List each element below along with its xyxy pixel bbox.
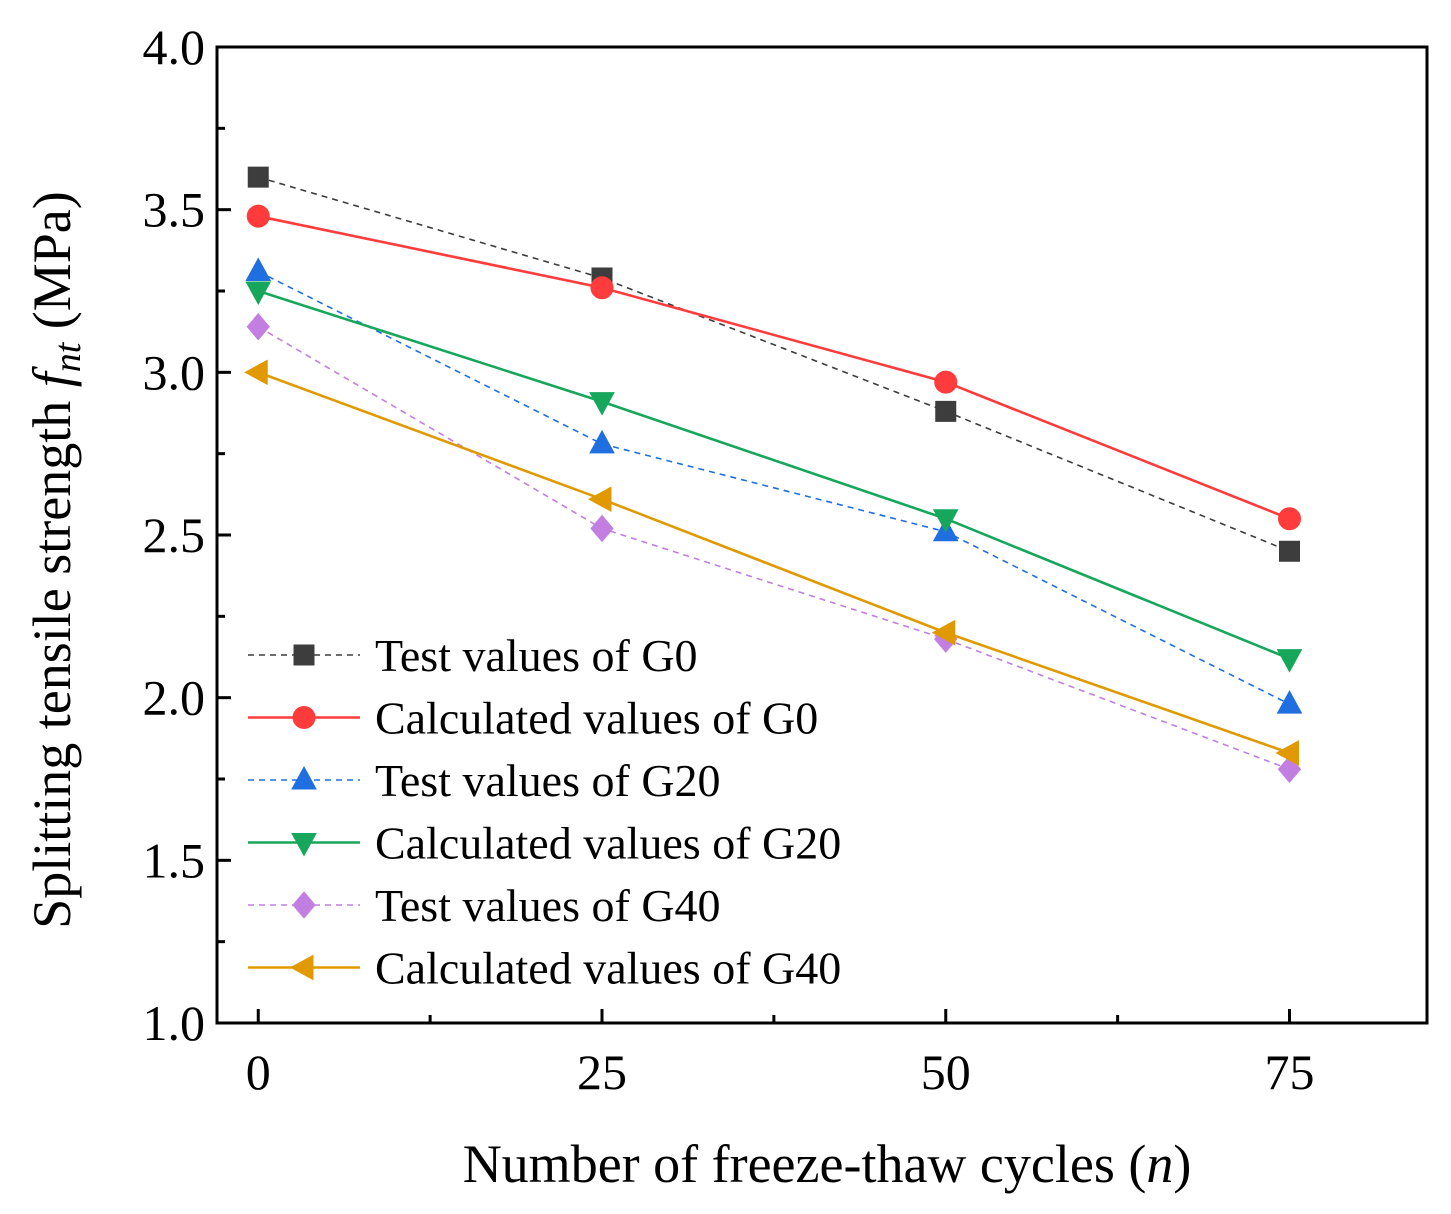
legend-swatch-marker [293, 644, 315, 666]
y-tick-label: 1.5 [143, 832, 206, 888]
legend: Test values of G0 Calculated values of G0… [248, 630, 841, 994]
data-point [587, 486, 612, 513]
tick-labels: 1.0 1.5 2.0 2.5 3.0 3.5 4.0 0 25 50 75 [143, 19, 1315, 1100]
legend-label: Test values of G0 [375, 630, 698, 681]
legend-item: Calculated values of G40 [248, 943, 841, 994]
x-axis-title-var: n [1146, 1134, 1173, 1194]
series-3 [245, 281, 1303, 673]
data-point [244, 359, 268, 386]
y-axis-title-unit: (MPa) [22, 191, 82, 342]
y-tick-label: 3.0 [143, 344, 206, 400]
data-point [247, 166, 269, 188]
legend-label: Calculated values of G0 [375, 693, 818, 744]
legend-swatch-marker [292, 706, 316, 729]
series-line [257, 326, 1290, 770]
data-point [589, 429, 615, 454]
data-point [1279, 540, 1300, 562]
legend-label: Test values of G20 [375, 755, 721, 806]
y-axis-title-text: Splitting tensile strength [22, 387, 82, 928]
data-point [245, 257, 272, 281]
y-tick-label: 2.5 [143, 507, 206, 563]
legend-swatch-marker [291, 833, 317, 857]
legend-label: Test values of G40 [375, 880, 721, 931]
x-axis-title: Number of freeze-thaw cycles (n) [463, 1134, 1192, 1194]
x-tick-label: 75 [1265, 1044, 1315, 1100]
data-point [590, 276, 614, 300]
data-point [589, 392, 615, 416]
data-point [245, 281, 272, 306]
y-axis-title: Splitting tensile strength fnt (MPa) [22, 191, 89, 929]
series-1 [246, 204, 1301, 531]
series-2 [245, 257, 1303, 714]
x-tick-label: 25 [577, 1044, 627, 1100]
data-point [935, 400, 957, 422]
plot-frame [215, 45, 1429, 1025]
series-5 [244, 359, 1299, 766]
data-point [1275, 740, 1299, 766]
data-point [590, 514, 614, 543]
x-tick-label: 0 [246, 1044, 271, 1100]
ticks-layer [217, 45, 1291, 1025]
y-axis-title-sub: nt [47, 341, 89, 372]
x-axis-title-text: Number of freeze-thaw cycles ( [463, 1134, 1147, 1194]
data-point [246, 313, 270, 341]
data-point [1276, 690, 1303, 714]
legend-item: Test values of G20 [248, 755, 721, 806]
y-tick-label: 2.0 [143, 670, 206, 726]
legend-item: Test values of G0 [248, 630, 698, 681]
x-axis-title-close: ) [1173, 1134, 1191, 1194]
legend-item: Calculated values of G20 [248, 818, 841, 869]
series-line [257, 214, 1290, 520]
data-point [934, 370, 958, 394]
series-0 [247, 166, 1300, 562]
y-tick-label: 4.0 [143, 19, 206, 75]
series-layer [244, 166, 1303, 784]
series-line [258, 176, 1290, 553]
legend-label: Calculated values of G20 [375, 818, 841, 869]
series-line [257, 371, 1290, 755]
legend-swatch-marker [291, 765, 317, 790]
x-tick-label: 50 [921, 1044, 971, 1100]
series-line [257, 289, 1290, 660]
legend-swatch-marker [289, 954, 314, 981]
data-point [932, 509, 959, 533]
legend-item: Test values of G40 [248, 880, 721, 931]
data-point [1278, 507, 1301, 531]
legend-label: Calculated values of G40 [375, 943, 841, 994]
legend-swatch-marker [292, 891, 316, 919]
y-tick-label: 3.5 [143, 182, 206, 238]
data-point [246, 204, 270, 228]
series-line [257, 270, 1290, 705]
legend-item: Calculated values of G0 [248, 693, 818, 744]
y-tick-label: 1.0 [143, 995, 206, 1051]
data-point [1276, 649, 1303, 673]
data-point [931, 619, 956, 646]
